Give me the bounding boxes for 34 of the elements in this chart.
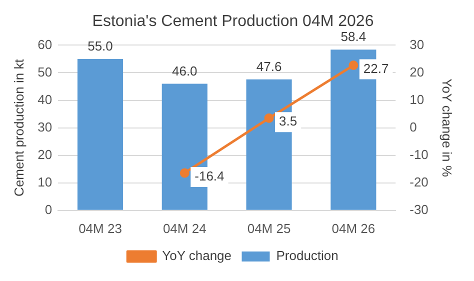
y-tick-label: 60 [38, 36, 52, 52]
x-tick-label: 04M 26 [332, 220, 376, 236]
y-tick-label: 10 [38, 174, 52, 190]
y-tick-label: 50 [38, 64, 52, 80]
y2-tick-label: 20 [410, 64, 424, 80]
y2-tick-label: -10 [410, 146, 428, 162]
point [348, 60, 358, 70]
y2-tick-label: -20 [410, 174, 428, 190]
legend-label: YoY change [162, 248, 232, 264]
y2-axis-title: YoY change in % [440, 78, 455, 178]
data-label: 47.6 [256, 58, 282, 74]
y-tick-label: 30 [38, 119, 52, 134]
data-label: 55.0 [88, 38, 113, 54]
point [180, 168, 190, 178]
point [264, 113, 274, 123]
data-label: 46.0 [172, 63, 198, 78]
y2-tick-label: 10 [410, 92, 424, 107]
y2-tick-label: 30 [410, 36, 424, 52]
y-tick-label: 40 [38, 92, 52, 107]
chart-title: Estonia's Cement Production 04M 2026 [92, 13, 374, 30]
x-tick-label: 04M 23 [78, 220, 122, 236]
y-tick-label: 20 [38, 146, 52, 162]
x-tick-label: 04M 24 [162, 220, 206, 236]
y-tick-label: 0 [44, 202, 52, 217]
y2-tick-label: 0 [410, 119, 417, 134]
data-label: 58.4 [340, 29, 366, 44]
data-label: -16.4 [194, 168, 224, 184]
data-label: 3.5 [279, 114, 298, 129]
data-label: 22.7 [363, 60, 389, 76]
y2-tick-label: -30 [410, 202, 428, 217]
bar [77, 58, 124, 210]
y-axis-title: Cement production in kt [11, 58, 26, 196]
x-tick-label: 04M 25 [247, 220, 291, 236]
legend-label: Production [276, 248, 338, 264]
